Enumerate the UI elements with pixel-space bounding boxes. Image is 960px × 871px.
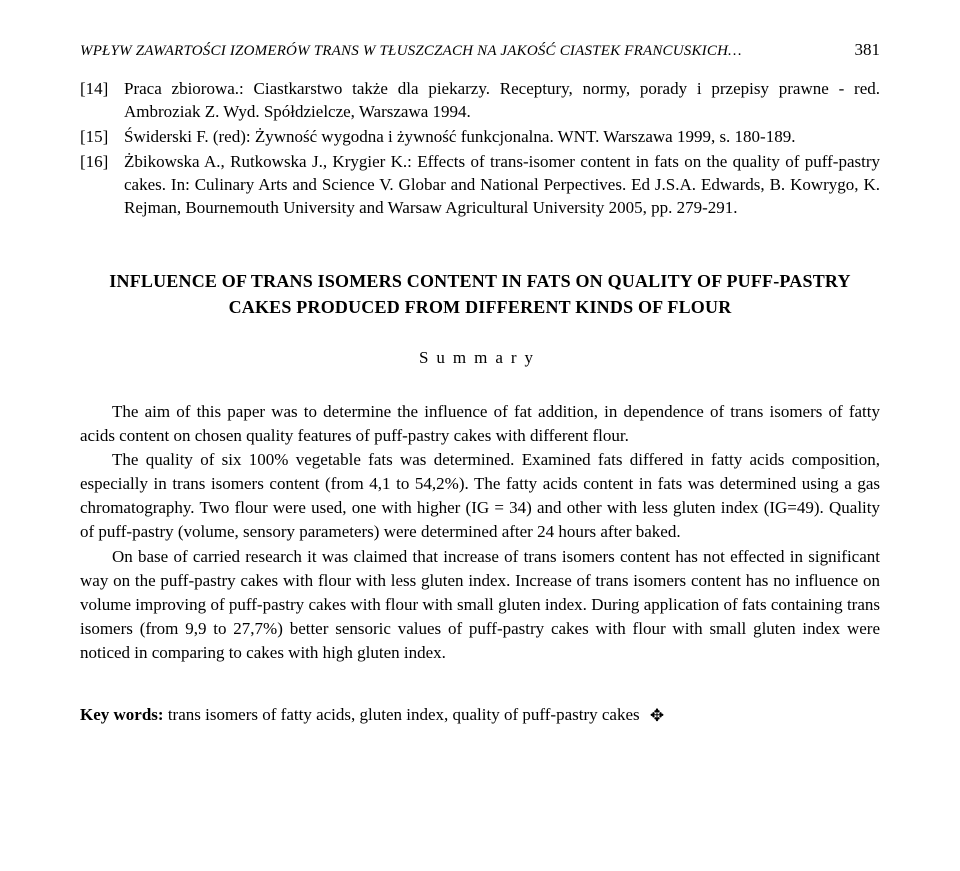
summary-body: The aim of this paper was to determine t…: [80, 400, 880, 665]
reference-number: [15]: [80, 126, 124, 149]
reference-text: Praca zbiorowa.: Ciastkarstwo także dla …: [124, 78, 880, 124]
reference-number: [16]: [80, 151, 124, 220]
section-title-line: INFLUENCE OF TRANS ISOMERS CONTENT IN FA…: [80, 268, 880, 294]
keywords-label: Key words:: [80, 705, 164, 724]
end-mark-icon: ✥: [650, 706, 664, 726]
reference-item: [15] Świderski F. (red): Żywność wygodna…: [80, 126, 880, 149]
reference-text: Żbikowska A., Rutkowska J., Krygier K.: …: [124, 151, 880, 220]
running-header: WPŁYW ZAWARTOŚCI IZOMERÓW TRANS W TŁUSZC…: [80, 40, 880, 60]
paragraph: The aim of this paper was to determine t…: [80, 400, 880, 448]
reference-text: Świderski F. (red): Żywność wygodna i ży…: [124, 126, 880, 149]
summary-label: Summary: [80, 348, 880, 368]
paragraph: On base of carried research it was claim…: [80, 545, 880, 666]
reference-item: [16] Żbikowska A., Rutkowska J., Krygier…: [80, 151, 880, 220]
page-number: 381: [855, 40, 881, 60]
section-title-line: CAKES PRODUCED FROM DIFFERENT KINDS OF F…: [80, 294, 880, 320]
reference-item: [14] Praca zbiorowa.: Ciastkarstwo także…: [80, 78, 880, 124]
reference-number: [14]: [80, 78, 124, 124]
section-title: INFLUENCE OF TRANS ISOMERS CONTENT IN FA…: [80, 268, 880, 320]
keywords: Key words: trans isomers of fatty acids,…: [80, 705, 880, 726]
keywords-text: trans isomers of fatty acids, gluten ind…: [168, 705, 640, 724]
running-title: WPŁYW ZAWARTOŚCI IZOMERÓW TRANS W TŁUSZC…: [80, 43, 742, 60]
paragraph: The quality of six 100% vegetable fats w…: [80, 448, 880, 545]
references-list: [14] Praca zbiorowa.: Ciastkarstwo także…: [80, 78, 880, 220]
